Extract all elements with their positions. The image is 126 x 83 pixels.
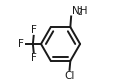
- Text: Cl: Cl: [64, 71, 75, 81]
- Text: F: F: [31, 53, 37, 63]
- Text: F: F: [31, 25, 37, 35]
- Text: 2: 2: [77, 8, 82, 17]
- Text: F: F: [18, 39, 24, 49]
- Text: NH: NH: [72, 6, 87, 16]
